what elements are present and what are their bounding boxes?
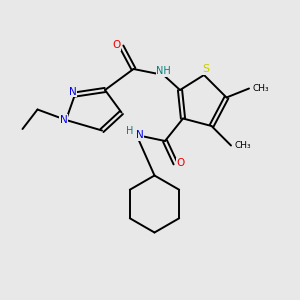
Text: N: N <box>60 115 68 125</box>
Text: NH: NH <box>156 66 171 76</box>
Text: O: O <box>112 40 120 50</box>
Text: N: N <box>69 86 76 97</box>
Text: O: O <box>177 158 185 169</box>
Text: N: N <box>136 130 143 140</box>
Text: CH₃: CH₃ <box>235 141 251 150</box>
Text: H: H <box>126 126 134 136</box>
Text: S: S <box>202 64 209 74</box>
Text: CH₃: CH₃ <box>253 84 269 93</box>
